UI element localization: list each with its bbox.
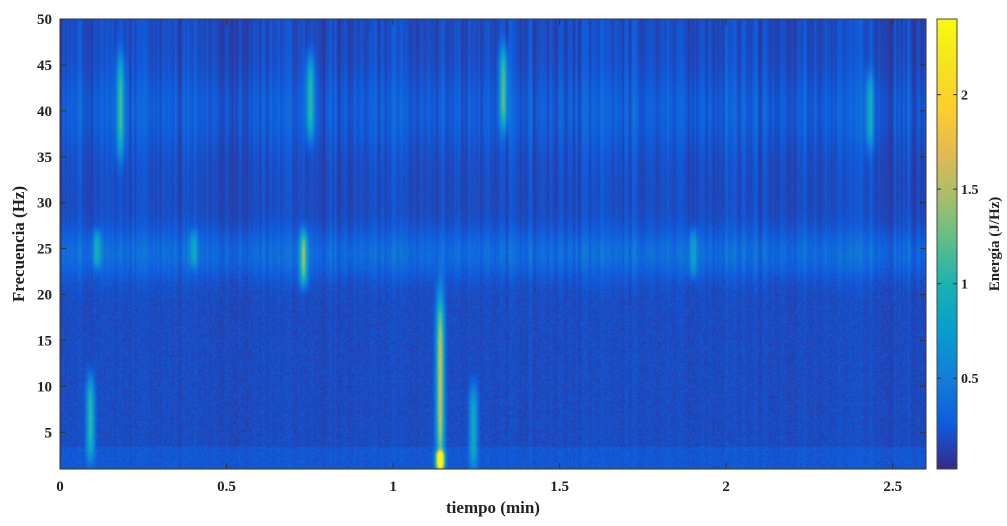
y-tick-label: 50 bbox=[37, 12, 52, 28]
plot-border bbox=[59, 18, 927, 470]
y-tick-label: 5 bbox=[45, 425, 53, 441]
y-axis-label: Frecuencia (Hz) bbox=[9, 186, 28, 302]
y-tick-label: 25 bbox=[37, 242, 52, 258]
x-tick-label: 0 bbox=[56, 479, 64, 495]
colorbar-tick-label: 2 bbox=[961, 89, 968, 104]
heatmap-container bbox=[60, 19, 926, 469]
colorbar-tick-label: 1 bbox=[961, 278, 968, 293]
x-axis: 0 0.5 1 1.5 2 2.5 bbox=[56, 19, 902, 495]
y-tick-label: 45 bbox=[37, 58, 52, 74]
colorbar-label: Energía (J/Hz) bbox=[987, 197, 1003, 292]
y-tick-label: 10 bbox=[37, 379, 52, 395]
y-tick-label: 15 bbox=[37, 333, 52, 349]
x-tick-label: 0.5 bbox=[217, 479, 236, 495]
y-tick-label: 35 bbox=[37, 150, 52, 166]
heatmap-area bbox=[60, 19, 926, 469]
y-tick-label: 40 bbox=[37, 104, 52, 120]
x-axis-label: tiempo (min) bbox=[446, 498, 540, 517]
y-tick-label: 30 bbox=[37, 196, 52, 212]
y-axis: 5 10 15 20 25 30 35 40 45 50 bbox=[37, 12, 926, 441]
y-tick-label: 20 bbox=[37, 288, 52, 304]
x-tick-label: 1.5 bbox=[550, 479, 569, 495]
plot-frame bbox=[59, 18, 927, 470]
colorbar bbox=[936, 18, 958, 470]
x-tick-label: 1 bbox=[389, 479, 397, 495]
colorbar-tick-label: 0.5 bbox=[961, 372, 979, 387]
colorbar-ticks: 0.5 1 1.5 2 bbox=[937, 89, 979, 387]
colorbar-tick-label: 1.5 bbox=[961, 183, 979, 198]
x-tick-label: 2.5 bbox=[883, 479, 902, 495]
x-tick-label: 2 bbox=[722, 479, 730, 495]
heatmap-image bbox=[60, 19, 926, 469]
